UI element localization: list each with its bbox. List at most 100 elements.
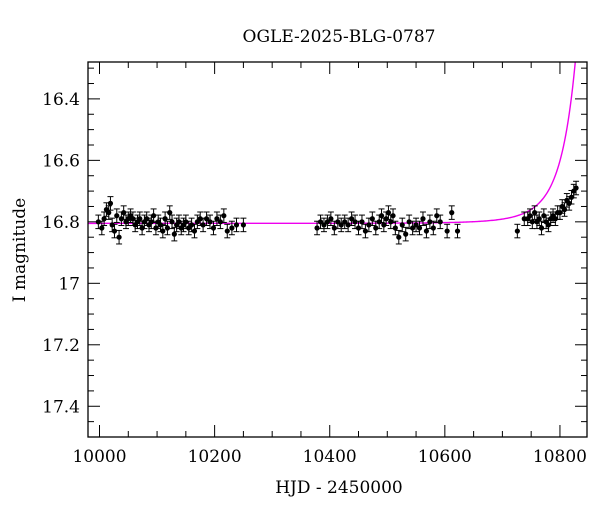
data-point: [385, 210, 392, 216]
data-point: [373, 225, 379, 231]
data-point: [148, 219, 154, 225]
data-point: [109, 222, 115, 228]
x-tick-label: 10200: [188, 447, 242, 467]
data-point: [200, 222, 206, 228]
data-point: [527, 213, 533, 219]
data-point: [176, 219, 182, 225]
data-point: [430, 225, 436, 231]
data-point: [169, 219, 175, 225]
plot-area: 10000 10200 10400 10600 10800 16.4 16.6 16.8 17 1…: [42, 61, 588, 467]
data-point: [210, 225, 217, 231]
data-point: [321, 222, 327, 228]
data-point: [437, 219, 443, 225]
data-point: [345, 222, 351, 228]
data-point: [420, 216, 426, 222]
data-point: [561, 206, 568, 213]
data-point: [381, 222, 387, 228]
data-point: [352, 219, 358, 225]
data-point: [369, 216, 375, 222]
data-layer: [88, 62, 580, 245]
data-point: [203, 216, 210, 222]
data-point: [378, 213, 385, 219]
data-point: [188, 222, 195, 228]
data-point: [164, 225, 171, 231]
data-point: [214, 216, 220, 222]
data-point: [359, 219, 365, 225]
data-point: [454, 228, 461, 234]
data-point: [183, 219, 189, 225]
y-tick-label: 16.8: [42, 213, 80, 233]
data-point: [545, 222, 552, 228]
data-point: [552, 216, 558, 222]
data-point: [355, 225, 362, 231]
data-point: [573, 185, 579, 191]
data-point: [101, 216, 107, 222]
data-point: [388, 219, 394, 225]
data-point: [392, 225, 398, 231]
data-point: [396, 234, 402, 240]
data-point: [121, 210, 127, 216]
x-tick-label: 10800: [533, 447, 587, 467]
y-tick-label: 17.2: [42, 336, 80, 356]
plot-frame: [87, 61, 588, 438]
x-tick-label: 10000: [72, 447, 126, 467]
data-point: [99, 225, 105, 231]
data-point: [151, 213, 157, 219]
data-point: [118, 216, 124, 222]
data-point: [139, 225, 145, 231]
data-point: [144, 216, 150, 222]
y-tick-label: 16.6: [42, 151, 80, 171]
data-point: [171, 231, 177, 237]
data-point: [224, 228, 230, 234]
data-point: [324, 219, 331, 225]
data-point: [111, 228, 118, 234]
data-point: [423, 228, 430, 234]
y-tick-label: 17.4: [42, 397, 80, 417]
data-point: [162, 216, 168, 222]
data-point: [514, 228, 520, 234]
data-point: [403, 231, 409, 237]
data-point: [444, 228, 450, 234]
data-point: [390, 213, 396, 219]
chart-title: OGLE-2025-BLG-0787: [243, 27, 436, 47]
data-point: [167, 210, 173, 216]
data-point: [229, 225, 235, 231]
data-point: [207, 219, 213, 225]
data-point: [349, 216, 355, 222]
data-point: [541, 213, 547, 219]
x-axis-label: HJD - 2450000: [275, 478, 403, 498]
data-point: [114, 213, 120, 219]
data-point: [338, 222, 344, 228]
data-point: [538, 225, 545, 231]
data-point: [568, 194, 575, 200]
data-point: [376, 219, 382, 225]
y-tick-label: 16.4: [42, 90, 80, 110]
data-point: [362, 228, 369, 234]
data-point: [233, 222, 240, 228]
data-point: [328, 216, 334, 222]
data-point: [449, 210, 455, 216]
data-point: [399, 222, 405, 228]
y-tick-label: 17: [58, 274, 80, 294]
data-point: [221, 213, 227, 219]
data-point: [116, 234, 122, 240]
data-point: [532, 210, 538, 216]
data-point: [416, 225, 423, 231]
data-point: [529, 219, 535, 225]
data-point: [314, 225, 320, 231]
x-tick-label: 10400: [303, 447, 357, 467]
data-point: [406, 219, 412, 225]
data-point: [157, 222, 164, 228]
data-point: [317, 219, 324, 225]
data-point: [410, 225, 416, 231]
data-point: [191, 228, 198, 234]
data-point: [153, 225, 159, 231]
data-point: [217, 219, 223, 225]
data-point: [566, 200, 572, 206]
x-tick-label: 10600: [418, 447, 472, 467]
axis-ticks: 10000 10200 10400 10600 10800 16.4 16.6 16.8 17 1…: [42, 62, 587, 467]
data-point: [197, 216, 203, 222]
data-point: [106, 210, 112, 216]
data-point: [413, 222, 419, 228]
